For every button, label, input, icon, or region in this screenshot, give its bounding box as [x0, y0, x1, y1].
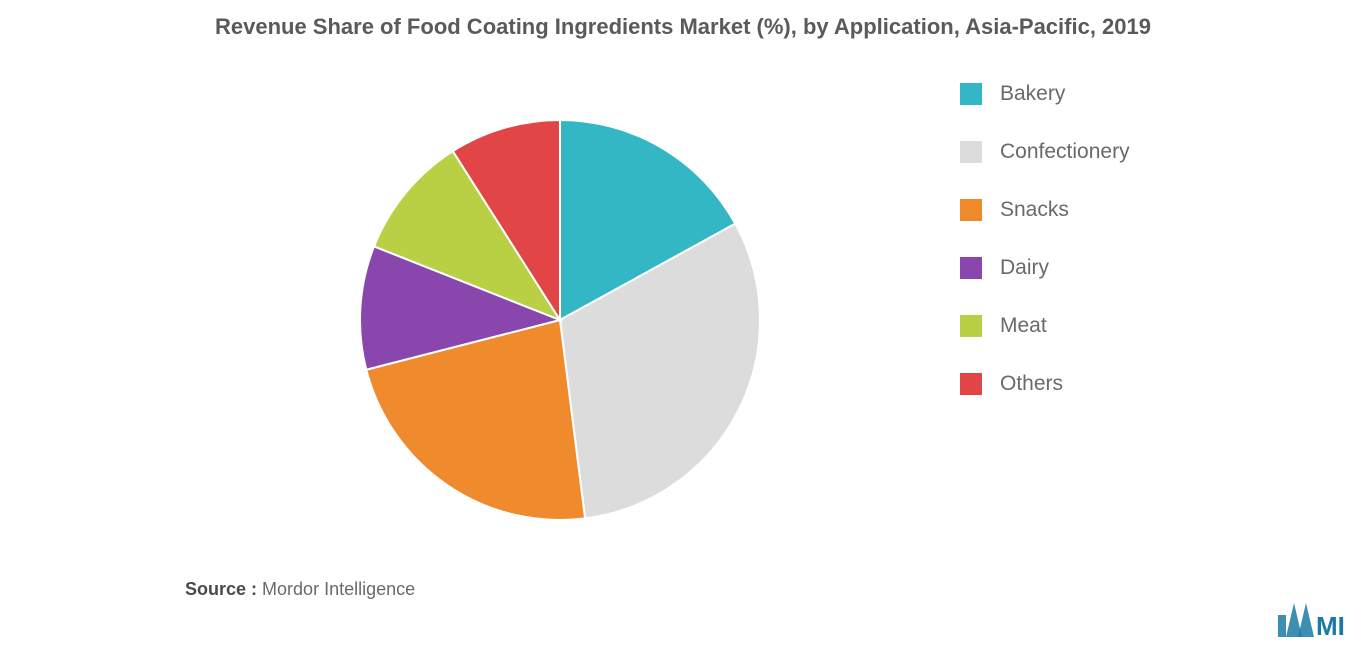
brand-logo: MI — [1276, 597, 1346, 643]
legend-swatch — [960, 373, 982, 395]
legend-swatch — [960, 141, 982, 163]
legend-label: Bakery — [1000, 82, 1065, 106]
legend-item-dairy: Dairy — [960, 256, 1130, 280]
chart-title: Revenue Share of Food Coating Ingredient… — [0, 14, 1366, 40]
legend-label: Meat — [1000, 314, 1047, 338]
svg-text:MI: MI — [1316, 611, 1345, 641]
legend-label: Dairy — [1000, 256, 1049, 280]
legend-label: Confectionery — [1000, 140, 1130, 164]
legend-item-snacks: Snacks — [960, 198, 1130, 222]
pie-chart — [300, 80, 820, 560]
legend-item-bakery: Bakery — [960, 82, 1130, 106]
legend-label: Others — [1000, 372, 1063, 396]
legend-item-others: Others — [960, 372, 1130, 396]
chart-container: Revenue Share of Food Coating Ingredient… — [0, 0, 1366, 655]
legend-swatch — [960, 257, 982, 279]
legend-swatch — [960, 199, 982, 221]
source-line: Source : Mordor Intelligence — [185, 579, 415, 600]
legend: Bakery Confectionery Snacks Dairy Meat Others — [960, 82, 1130, 396]
source-name: Mordor Intelligence — [262, 579, 415, 599]
legend-label: Snacks — [1000, 198, 1069, 222]
legend-item-meat: Meat — [960, 314, 1130, 338]
legend-item-confectionery: Confectionery — [960, 140, 1130, 164]
legend-swatch — [960, 83, 982, 105]
source-prefix: Source : — [185, 579, 257, 599]
legend-swatch — [960, 315, 982, 337]
